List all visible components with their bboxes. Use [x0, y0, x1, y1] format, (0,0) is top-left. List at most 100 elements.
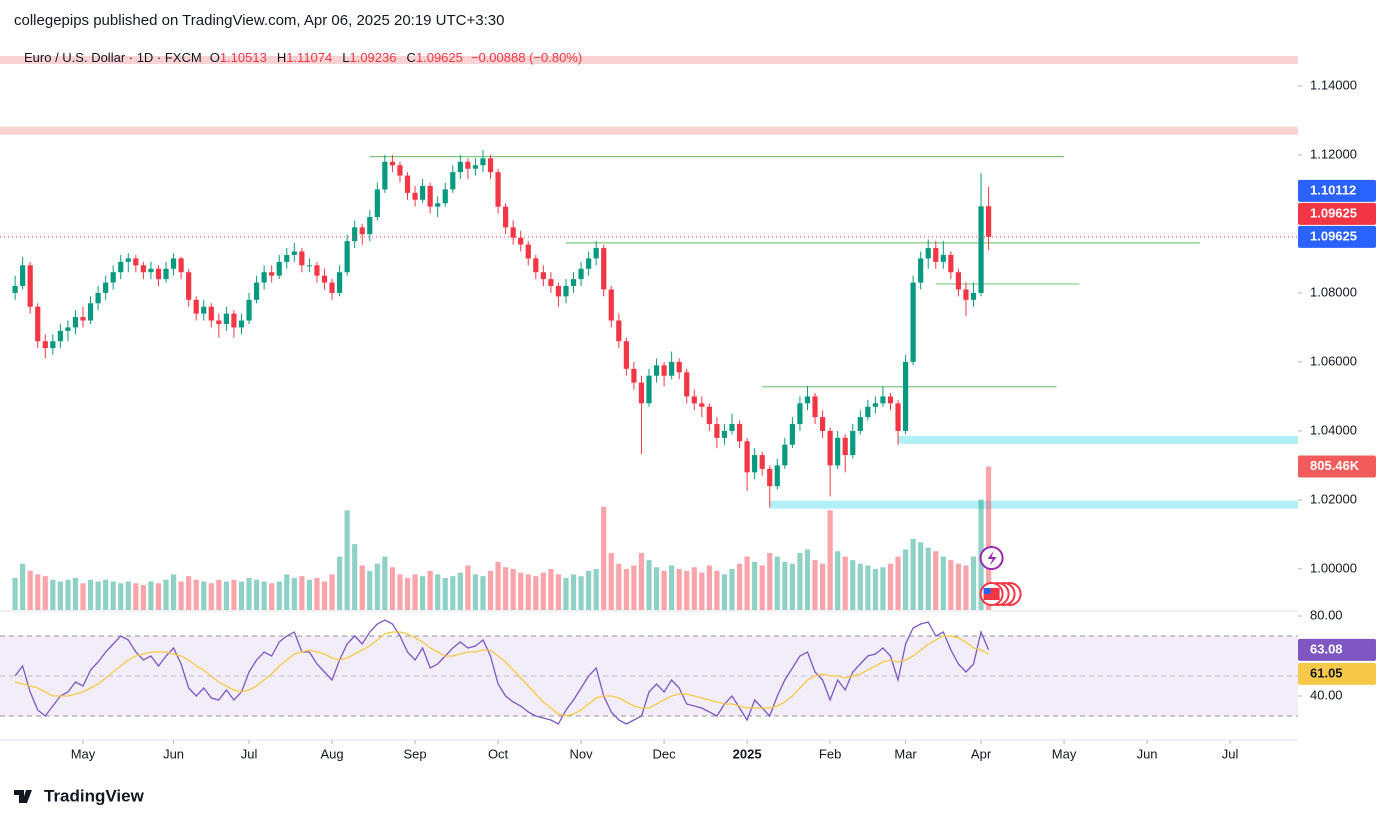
volume-bar — [623, 569, 629, 610]
candle-body — [948, 254, 954, 273]
candle-body — [65, 327, 71, 331]
volume-bar — [140, 585, 146, 610]
price-tag: 1.10112 — [1310, 182, 1356, 197]
y-tick-label: 1.04000 — [1310, 422, 1357, 437]
legend-title: Euro / U.S. Dollar · 1D · FXCM — [24, 50, 202, 65]
candle-body — [918, 258, 924, 283]
candle-body — [533, 258, 539, 273]
candle-body — [510, 227, 516, 238]
volume-bar — [676, 569, 682, 610]
candle-body — [118, 261, 124, 273]
candle-body — [842, 437, 848, 456]
candle-body — [970, 292, 977, 300]
candle-body — [623, 341, 629, 369]
volume-bar — [420, 576, 426, 610]
candle-body — [706, 406, 712, 425]
volume-bar — [797, 553, 803, 610]
legend-value: 1.09236 — [349, 50, 396, 65]
candle-body — [299, 251, 305, 266]
candle-body — [835, 437, 841, 466]
legend-prefix: H — [277, 50, 286, 65]
volume-bar — [736, 563, 743, 610]
volume-bar — [208, 583, 214, 610]
candle-body — [336, 272, 343, 293]
close-tag-bg — [1298, 202, 1376, 225]
candle-body — [140, 265, 146, 273]
candle-body — [125, 258, 131, 262]
candle-body — [933, 248, 939, 262]
volume-bar — [721, 574, 728, 610]
candle-body — [155, 268, 162, 280]
y-tick-label: 1.12000 — [1310, 146, 1357, 161]
y-tick-label: 1.00000 — [1310, 560, 1357, 575]
candle-body — [819, 417, 826, 431]
volume-bar — [970, 556, 977, 610]
volume-bar — [216, 579, 222, 610]
candle-body — [95, 292, 101, 304]
candle-body — [495, 172, 501, 207]
candle-body — [80, 317, 86, 321]
volume-bar — [963, 565, 969, 610]
volume-bar — [918, 542, 924, 610]
volume-bar — [510, 569, 516, 610]
candle-body — [186, 272, 192, 300]
volume-bar — [744, 556, 750, 610]
volume-bar — [163, 579, 169, 610]
x-tick-label: Aug — [320, 746, 343, 761]
candle-body — [661, 365, 667, 376]
volume-bar — [359, 565, 365, 610]
volume-bar — [525, 574, 531, 610]
volume-bar — [27, 570, 33, 610]
rsi-ma-tag-bg — [1298, 662, 1376, 685]
volume-bar — [563, 577, 569, 610]
volume-bar — [835, 551, 841, 610]
candle-body — [223, 313, 229, 324]
volume-bar — [133, 583, 139, 610]
volume-bar — [616, 563, 622, 610]
candle-body — [721, 430, 728, 438]
volume-bar — [382, 556, 388, 610]
volume-bar — [72, 577, 79, 610]
volume-bar — [201, 581, 207, 610]
volume-bar — [729, 569, 735, 610]
volume-bar — [669, 565, 675, 610]
volume-bar — [857, 563, 863, 610]
volume-bar — [759, 565, 765, 610]
volume-bar — [95, 581, 101, 610]
rsi-band-fill — [0, 636, 1298, 716]
x-tick-label: Oct — [488, 746, 509, 761]
volume-bar — [925, 547, 931, 610]
candle-body — [450, 172, 456, 190]
volume-bar — [503, 567, 509, 610]
volume-bar — [902, 549, 909, 610]
candle-body — [359, 227, 365, 235]
volume-bar — [933, 551, 939, 610]
candle-body — [103, 282, 109, 293]
candle-body — [872, 403, 878, 407]
candle-body — [669, 361, 675, 376]
candle-body — [676, 361, 682, 373]
legend-value: 1.11074 — [286, 50, 332, 65]
volume-bar — [103, 579, 109, 610]
candle-body — [397, 165, 403, 176]
candle-body — [616, 320, 622, 342]
candle-body — [827, 430, 833, 466]
x-tick-label: Sep — [403, 746, 426, 761]
candle-body — [570, 279, 577, 287]
volume-bar — [336, 556, 343, 610]
volume-bar — [570, 574, 577, 610]
volume-bar — [887, 563, 894, 610]
volume-bar — [472, 574, 479, 610]
legend-prefix: L — [342, 50, 349, 65]
candle-body — [782, 444, 788, 466]
candle-body — [850, 430, 856, 456]
x-tick-label: May — [71, 746, 96, 761]
volume-bar — [404, 577, 411, 610]
volume-bar — [291, 577, 297, 610]
volume-bar — [276, 581, 282, 610]
candle-body — [503, 206, 509, 228]
volume-bar — [789, 563, 795, 610]
volume-bar — [261, 581, 267, 610]
